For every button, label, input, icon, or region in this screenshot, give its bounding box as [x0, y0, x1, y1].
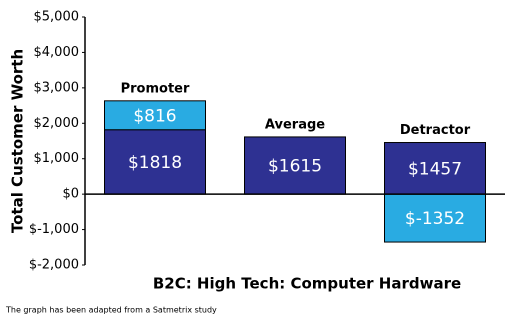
bar-segment — [104, 129, 206, 195]
x-axis-title: B2C: High Tech: Computer Hardware — [153, 275, 461, 293]
y-tick-label: $2,000 — [34, 116, 80, 131]
y-tick-label: $3,000 — [34, 80, 80, 95]
value-label: $816 — [133, 106, 176, 126]
bar-segment — [104, 100, 206, 131]
y-tick-label: $5,000 — [34, 10, 80, 25]
bar-segment — [244, 136, 346, 195]
bar-segment — [384, 193, 486, 243]
value-label: $1457 — [408, 159, 462, 179]
footnote: The graph has been adapted from a Satmet… — [5, 306, 217, 315]
value-label: $1615 — [268, 157, 322, 177]
y-axis-title: Total Customer Worth — [9, 49, 27, 233]
category-label: Detractor — [400, 123, 471, 138]
value-label: $1818 — [128, 153, 182, 173]
category-label: Promoter — [121, 81, 190, 96]
value-label: $-1352 — [405, 209, 465, 229]
bar-segment — [384, 142, 486, 195]
y-tick-label: $1,000 — [34, 151, 80, 166]
y-tick-label: $-1,000 — [29, 222, 79, 237]
y-tick-label: $-2,000 — [29, 258, 79, 273]
y-tick-label: $0 — [62, 187, 79, 202]
y-tick-label: $4,000 — [34, 45, 80, 60]
category-label: Average — [265, 117, 325, 132]
